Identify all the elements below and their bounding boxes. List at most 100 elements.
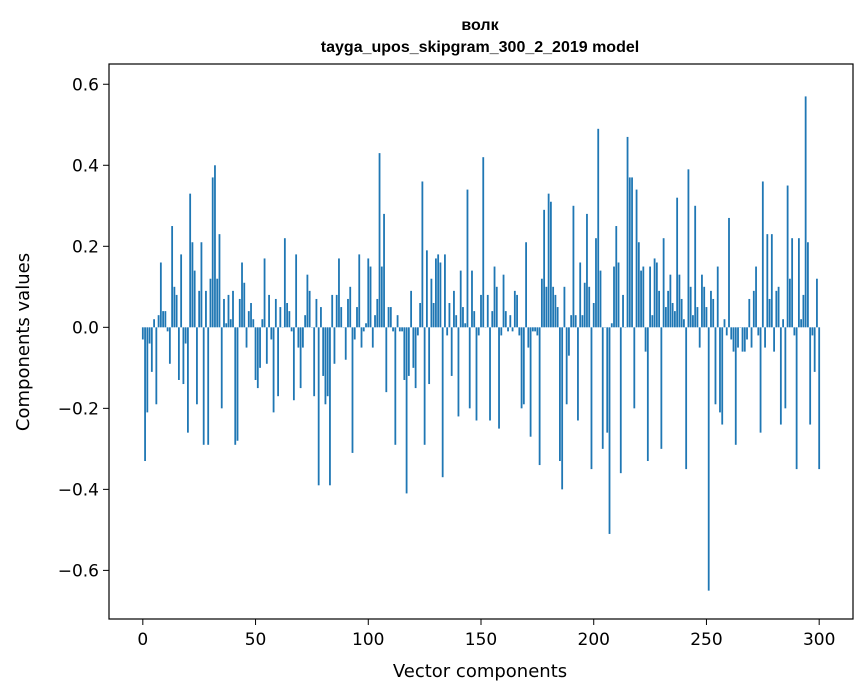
bar	[588, 286, 591, 328]
bar	[649, 266, 651, 328]
bar	[642, 266, 645, 328]
y-axis-label: Components values	[13, 253, 34, 431]
bar	[227, 294, 230, 328]
bar	[696, 307, 699, 328]
bar	[141, 327, 144, 340]
bar	[653, 258, 656, 328]
bar	[173, 286, 176, 328]
bar	[405, 327, 408, 494]
bar	[333, 327, 336, 364]
bar	[193, 270, 196, 328]
bar	[389, 307, 392, 328]
bar	[209, 278, 212, 328]
bar	[601, 327, 604, 449]
bar	[416, 327, 419, 336]
bar	[694, 205, 697, 328]
bar	[150, 327, 153, 372]
bar	[671, 303, 674, 328]
bar	[775, 290, 778, 328]
bar	[615, 226, 618, 328]
bar	[804, 96, 807, 328]
bar	[207, 327, 210, 445]
bar	[734, 327, 737, 445]
bar	[703, 286, 706, 328]
bar	[662, 238, 665, 328]
bar	[592, 303, 595, 328]
bar	[459, 270, 462, 328]
bar	[446, 327, 449, 336]
bar	[701, 274, 703, 328]
bar	[570, 315, 573, 328]
bar	[680, 298, 683, 328]
bar	[651, 315, 654, 328]
bar	[270, 327, 273, 340]
bar	[746, 327, 748, 340]
bar	[290, 327, 293, 332]
bar	[712, 298, 715, 328]
bar	[371, 327, 374, 348]
bar	[279, 307, 282, 328]
bar	[719, 327, 721, 413]
bar	[387, 307, 390, 328]
bar	[234, 327, 237, 445]
bar	[268, 294, 270, 328]
bar	[374, 315, 376, 328]
bar	[556, 307, 559, 328]
bar	[728, 217, 730, 328]
bar	[453, 290, 455, 328]
bar	[626, 136, 629, 328]
bar	[265, 327, 268, 364]
bar	[263, 258, 266, 328]
bar	[599, 270, 602, 328]
bar	[644, 327, 647, 352]
bar	[504, 311, 507, 328]
bar	[637, 242, 640, 328]
bar	[698, 327, 701, 348]
bar	[198, 290, 201, 328]
bar	[811, 327, 814, 336]
bar	[631, 177, 633, 328]
bar	[477, 327, 480, 336]
bar	[716, 266, 719, 328]
bar	[175, 294, 178, 328]
bar	[759, 327, 762, 433]
bar	[182, 327, 185, 385]
bar	[200, 242, 203, 328]
bar	[770, 234, 773, 328]
chart-subtitle: tayga_upos_skipgram_300_2_2019 model	[321, 39, 639, 56]
bar	[380, 266, 383, 328]
bar	[338, 258, 340, 328]
bar	[166, 327, 169, 332]
bar	[356, 307, 358, 328]
bar	[816, 278, 818, 328]
bar	[610, 323, 613, 328]
bar	[784, 327, 787, 409]
bar	[705, 307, 708, 328]
bar	[360, 327, 363, 348]
bar	[272, 327, 275, 413]
bar	[286, 303, 289, 328]
bar	[450, 327, 453, 376]
y-tick-label: 0.6	[72, 75, 99, 95]
bar	[259, 327, 261, 368]
bar	[538, 327, 541, 466]
bar	[534, 327, 537, 332]
y-tick-label: −0.6	[58, 561, 99, 581]
bar	[238, 298, 241, 328]
bar	[292, 327, 295, 401]
bar	[189, 193, 192, 328]
bar	[482, 157, 485, 328]
bar	[180, 254, 183, 328]
bar	[344, 327, 347, 360]
bar	[394, 327, 397, 445]
bar	[525, 242, 527, 328]
bar	[306, 274, 309, 328]
bar	[232, 290, 234, 328]
bar	[554, 294, 557, 328]
bar	[622, 294, 624, 328]
bar	[802, 294, 805, 328]
bar	[764, 327, 766, 348]
bar	[196, 327, 198, 405]
bar	[797, 238, 800, 328]
bar	[646, 327, 649, 462]
